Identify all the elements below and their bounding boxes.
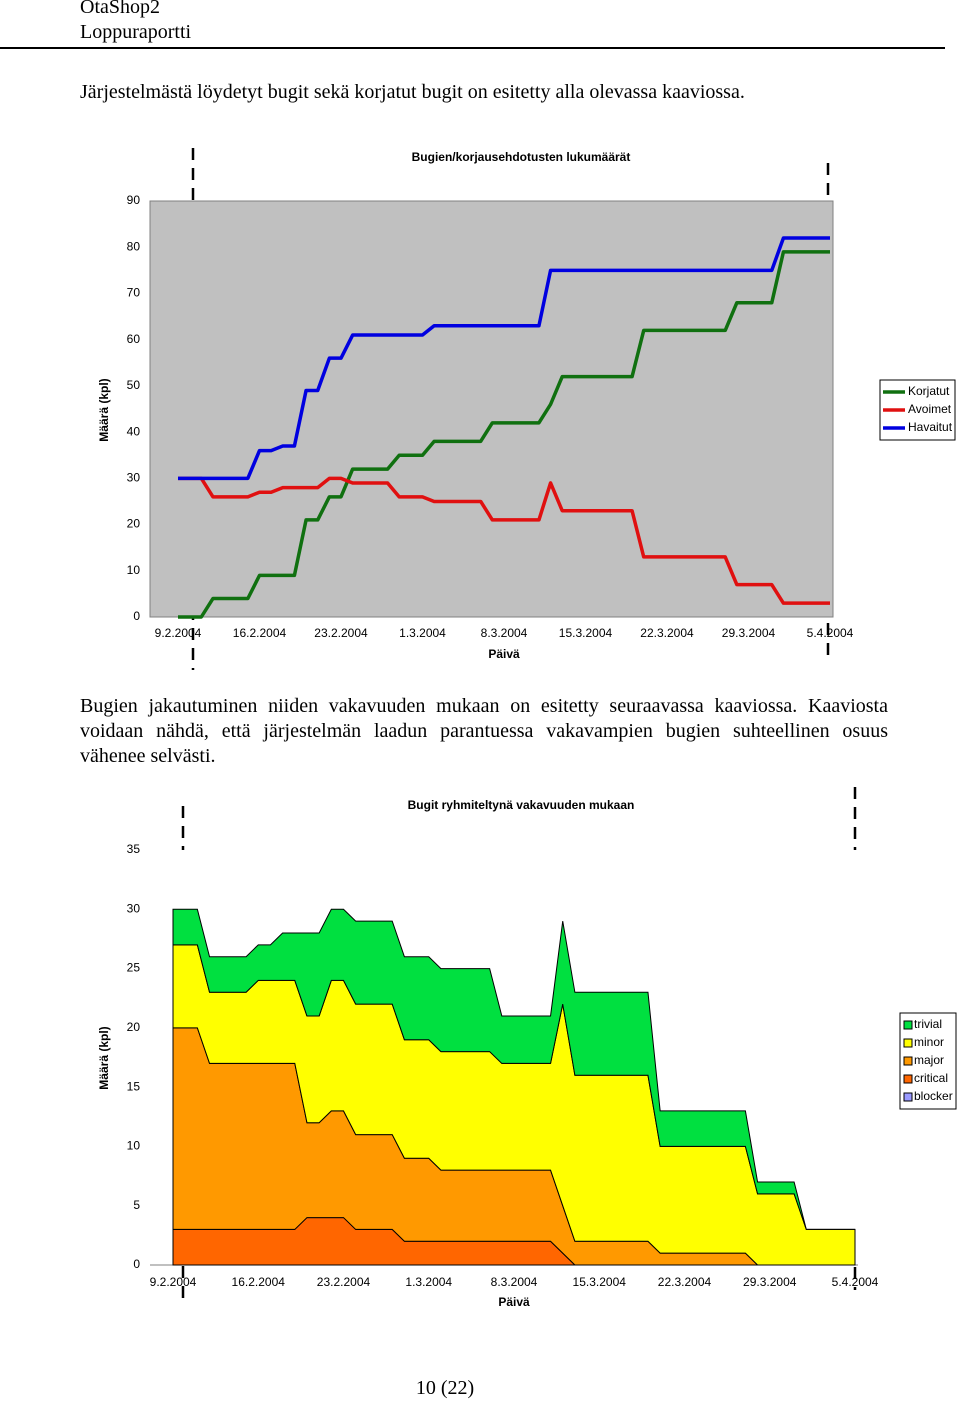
y-axis-title: Määrä (kpl) xyxy=(97,378,111,441)
x-axis-title: Päivä xyxy=(498,1295,530,1309)
y-tick-label: 90 xyxy=(127,193,141,207)
paragraph: Bugien jakautuminen niiden vakavuuden mu… xyxy=(80,695,888,767)
x-tick-label: 22.3.2004 xyxy=(658,1275,712,1289)
legend-label: blocker xyxy=(914,1089,953,1103)
x-tick-label: 29.3.2004 xyxy=(722,626,776,640)
x-tick-label: 9.2.2004 xyxy=(150,1275,197,1289)
y-tick-label: 5 xyxy=(133,1198,140,1212)
y-tick-label: 70 xyxy=(127,286,141,300)
x-tick-label: 15.3.2004 xyxy=(573,1275,627,1289)
chart: Bugit ryhmiteltynä vakavuuden mukaan Päiv… xyxy=(97,787,957,1309)
legend-label: critical xyxy=(914,1071,948,1085)
y-tick-label: 10 xyxy=(127,1139,141,1153)
legend-label: Avoimet xyxy=(908,402,952,416)
x-tick-label: 15.3.2004 xyxy=(559,626,613,640)
legend-label: Korjatut xyxy=(908,384,950,398)
legend-swatch xyxy=(903,1074,913,1084)
x-tick-label: 22.3.2004 xyxy=(640,626,694,640)
y-tick-label: 40 xyxy=(127,424,141,438)
x-tick-label: 8.3.2004 xyxy=(491,1275,538,1289)
x-tick-label: 8.3.2004 xyxy=(481,626,528,640)
header-rule xyxy=(0,47,945,49)
y-tick-label: 30 xyxy=(127,471,141,485)
x-tick-label: 23.2.2004 xyxy=(317,1275,371,1289)
legend-swatch xyxy=(903,1020,913,1030)
legend-swatch xyxy=(903,1056,913,1066)
x-tick-label: 5.4.2004 xyxy=(832,1275,879,1289)
y-tick-label: 50 xyxy=(127,378,141,392)
x-tick-label: 1.3.2004 xyxy=(405,1275,452,1289)
y-tick-label: 0 xyxy=(133,1257,140,1271)
chart: Bugien/korjausehdotusten lukumäärät Päivä… xyxy=(97,148,956,670)
chart-title: Bugit ryhmiteltynä vakavuuden mukaan xyxy=(408,798,635,812)
y-tick-label: 60 xyxy=(127,332,141,346)
data-line xyxy=(178,236,830,481)
data-line xyxy=(178,250,830,619)
paragraph: Järjestelmästä löydetyt bugit sekä korja… xyxy=(80,81,745,103)
y-tick-label: 15 xyxy=(127,1079,141,1093)
x-tick-label: 9.2.2004 xyxy=(155,626,202,640)
x-axis-title: Päivä xyxy=(488,647,520,661)
x-tick-label: 1.3.2004 xyxy=(399,626,446,640)
x-tick-label: 16.2.2004 xyxy=(233,626,287,640)
y-tick-label: 0 xyxy=(133,609,140,623)
header-subtitle: Loppuraportti xyxy=(80,21,192,43)
y-tick-label: 30 xyxy=(127,901,141,915)
y-tick-label: 80 xyxy=(127,239,141,253)
legend-swatch xyxy=(903,1092,913,1102)
page-number: 10 (22) xyxy=(415,1377,475,1399)
y-tick-label: 35 xyxy=(127,842,141,856)
y-axis-title: Määrä (kpl) xyxy=(97,1026,111,1089)
legend-swatch xyxy=(903,1038,913,1048)
data-area xyxy=(172,908,855,1230)
plot-area xyxy=(149,200,834,618)
chart-title: Bugien/korjausehdotusten lukumäärät xyxy=(412,150,631,164)
x-tick-label: 5.4.2004 xyxy=(807,626,854,640)
legend-label: trivial xyxy=(914,1017,942,1031)
y-tick-label: 25 xyxy=(127,961,141,975)
data-line xyxy=(178,476,830,605)
legend-label: major xyxy=(914,1053,944,1067)
y-tick-label: 10 xyxy=(127,563,141,577)
y-tick-label: 20 xyxy=(127,517,141,531)
x-tick-label: 16.2.2004 xyxy=(232,1275,286,1289)
y-tick-label: 20 xyxy=(127,1020,141,1034)
x-tick-label: 29.3.2004 xyxy=(743,1275,797,1289)
legend-label: minor xyxy=(914,1035,944,1049)
x-tick-label: 23.2.2004 xyxy=(314,626,368,640)
header-title: OtaShop2 xyxy=(80,0,160,18)
legend-label: Havaitut xyxy=(908,420,953,434)
